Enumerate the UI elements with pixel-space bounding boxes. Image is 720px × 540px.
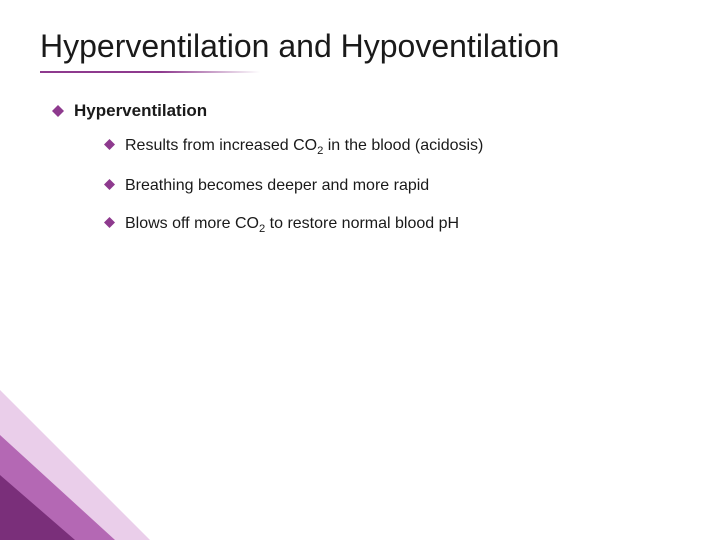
bullet-level1-text: Hyperventilation [74, 101, 207, 121]
bullet-level2-item: Breathing becomes deeper and more rapid [104, 175, 584, 197]
diamond-bullet-icon [52, 105, 64, 117]
bullet-level2-text: Blows off more CO2 to restore normal blo… [125, 213, 459, 237]
decor-triangle-light [0, 390, 150, 540]
decor-triangle-mid [0, 435, 115, 540]
bullet-level1-row: Hyperventilation [52, 101, 680, 121]
corner-decoration [0, 380, 160, 540]
diamond-bullet-icon [104, 217, 115, 228]
bullet-level2-item: Results from increased CO2 in the blood … [104, 135, 584, 159]
diamond-bullet-icon [104, 139, 115, 150]
diamond-bullet-icon [104, 179, 115, 190]
bullet-level2-text: Breathing becomes deeper and more rapid [125, 175, 429, 197]
bullet-level1: Hyperventilation Results from increased … [52, 101, 680, 237]
bullet-level2-list: Results from increased CO2 in the blood … [104, 135, 680, 237]
slide-title: Hyperventilation and Hypoventilation [40, 28, 680, 65]
slide-content: Hyperventilation and Hypoventilation Hyp… [40, 28, 680, 253]
title-underline [40, 71, 260, 73]
bullet-level2-item: Blows off more CO2 to restore normal blo… [104, 213, 584, 237]
bullet-level2-text: Results from increased CO2 in the blood … [125, 135, 483, 159]
decor-triangle-dark [0, 475, 75, 540]
